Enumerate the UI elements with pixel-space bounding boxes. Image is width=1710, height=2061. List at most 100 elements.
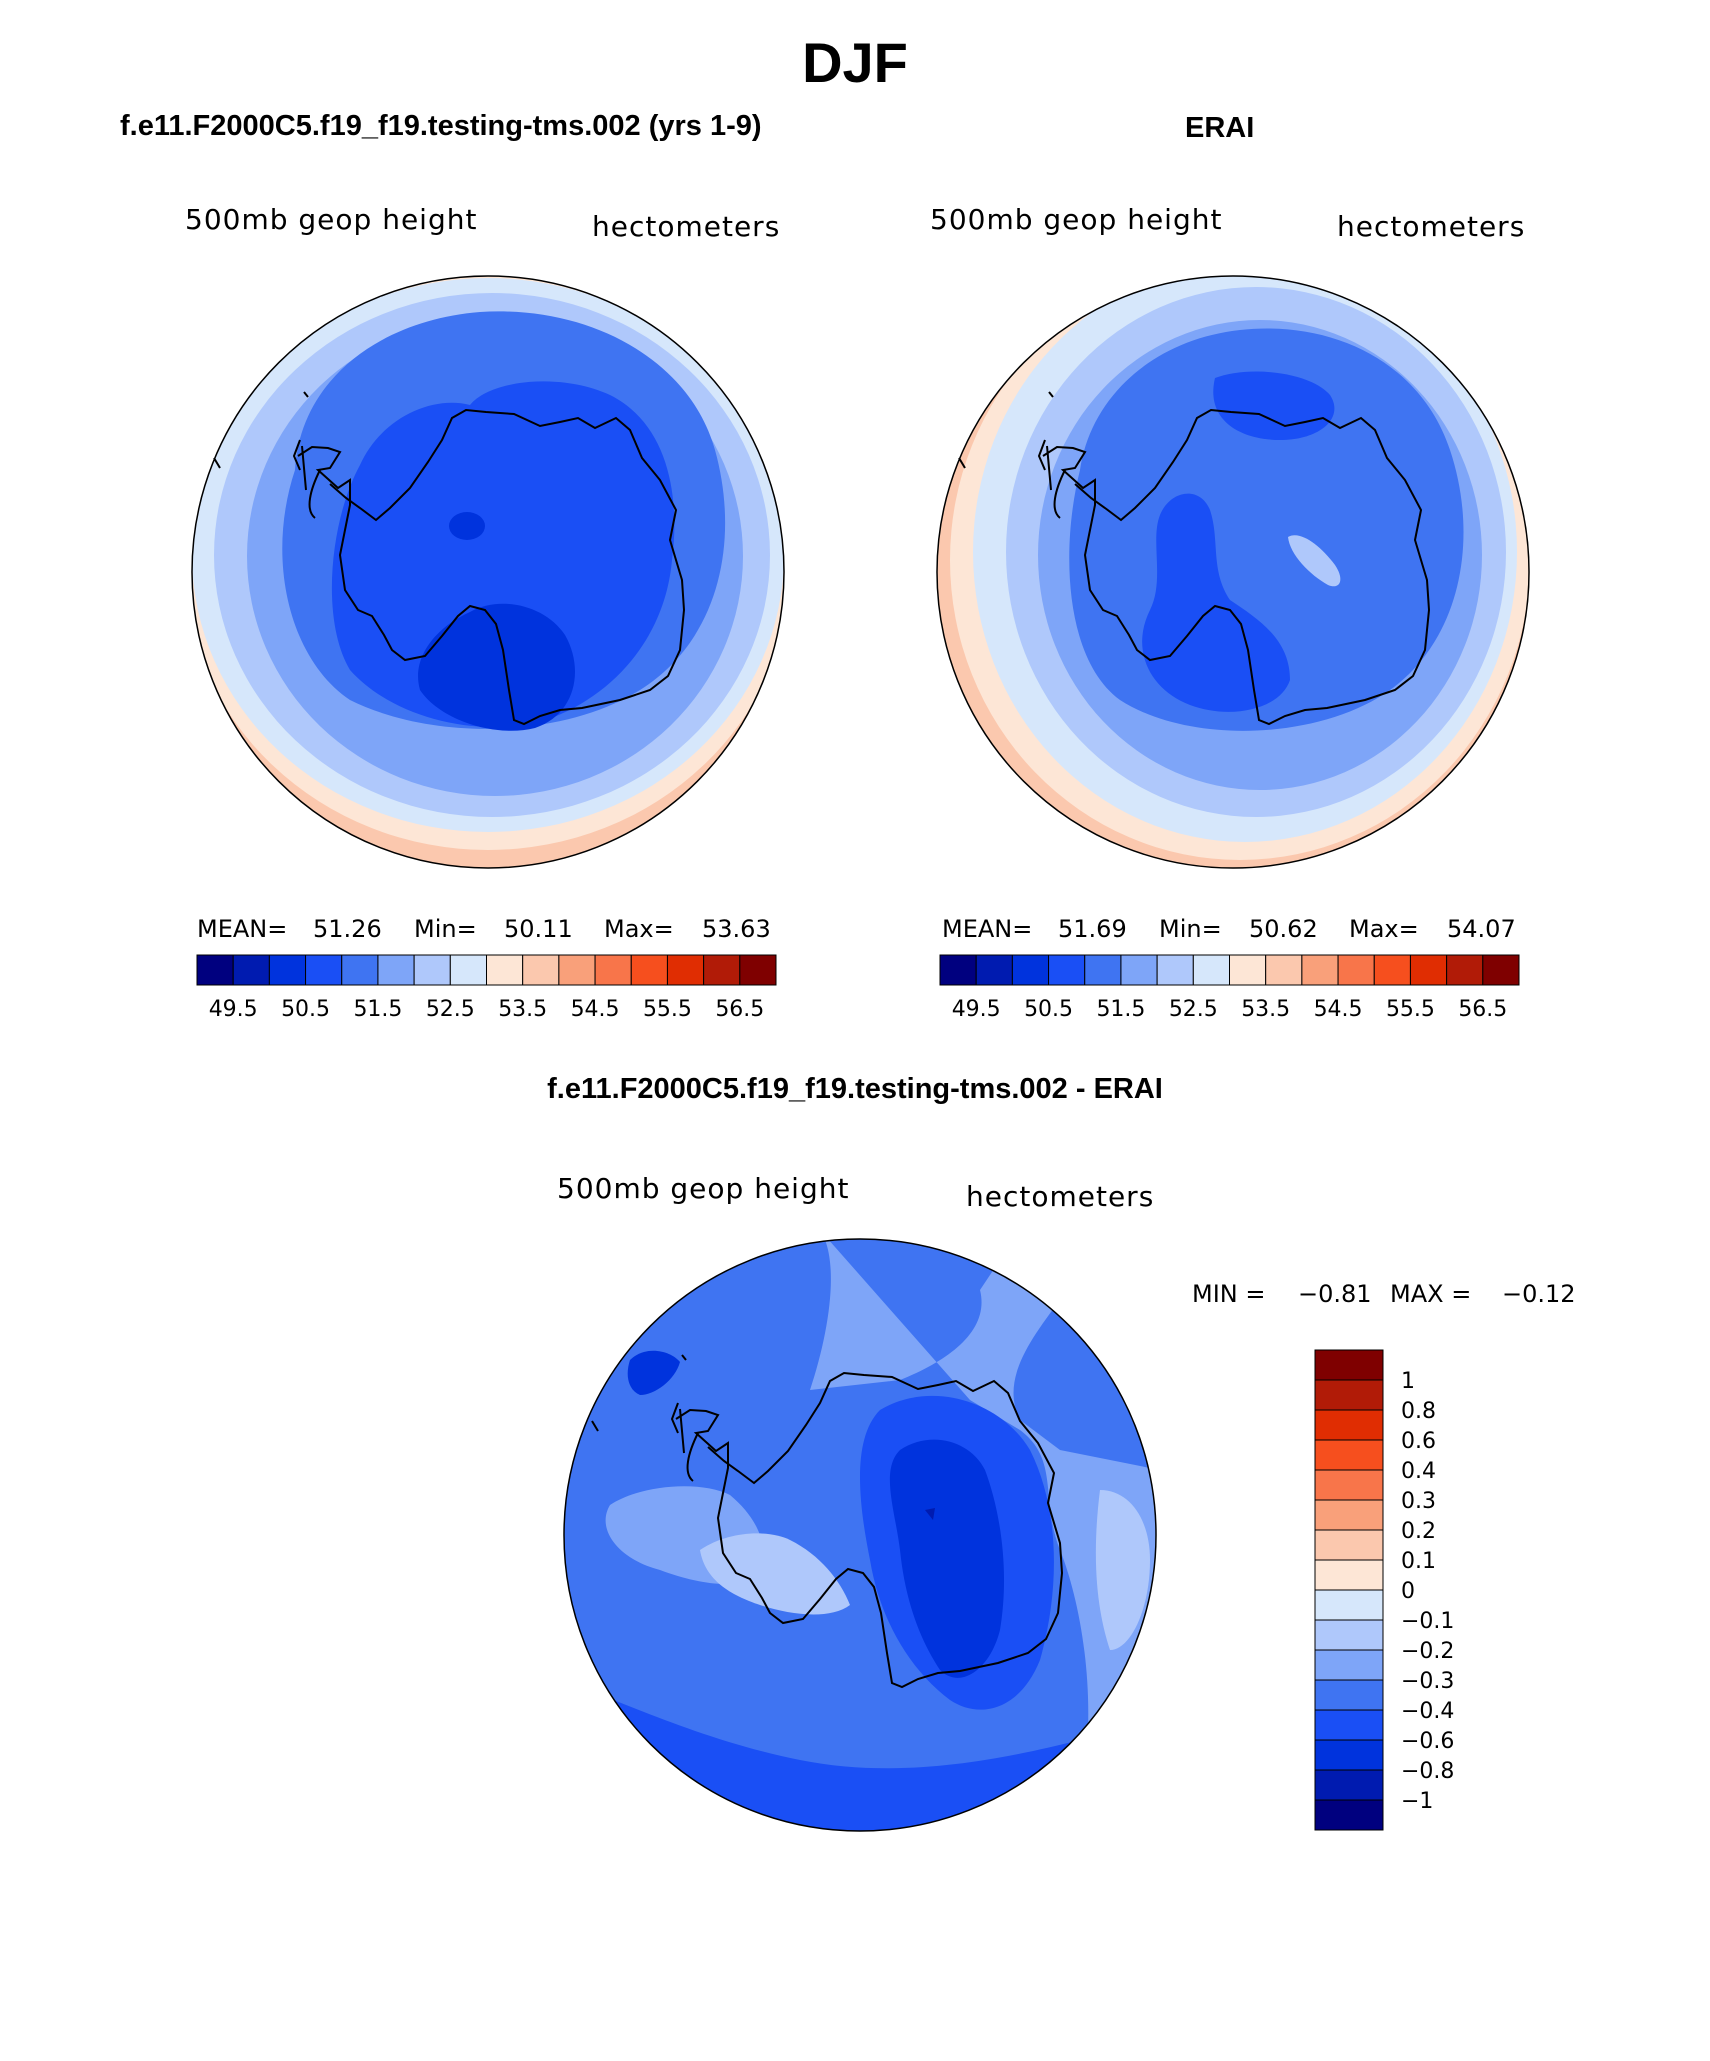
panel2-colorbar-box	[1120, 954, 1158, 986]
panel1-colorbar-tick-label: 49.5	[209, 997, 258, 1022]
difference-colorbar-tick-label: −0.8	[1401, 1759, 1454, 1784]
difference-colorbar-tick-label: 0.4	[1401, 1459, 1436, 1484]
difference-title: f.e11.F2000C5.f19_f19.testing-tms.002 - …	[547, 1073, 1163, 1105]
difference-colorbar-tick-label: 0.1	[1401, 1549, 1436, 1574]
panel2-units-label: hectometers	[1337, 210, 1526, 243]
difference-colorbar-tick-label: −0.3	[1401, 1669, 1454, 1694]
panel2-colorbar-box	[1192, 954, 1230, 986]
difference-colorbar-box	[1314, 1529, 1384, 1561]
difference-max-value: −0.12	[1502, 1280, 1576, 1308]
difference-colorbar-box	[1314, 1799, 1384, 1831]
panel2-max-label: Max=	[1349, 915, 1419, 943]
difference-colorbar-box	[1314, 1499, 1384, 1531]
difference-colorbar-tick-label: −1	[1401, 1789, 1433, 1814]
difference-colorbar-box	[1314, 1409, 1384, 1441]
panel2-colorbar-box	[939, 954, 977, 986]
panel2-colorbar-tick-label: 56.5	[1458, 997, 1507, 1022]
panel2-max-value: 54.07	[1447, 915, 1516, 943]
panel1-units-label: hectometers	[592, 210, 781, 243]
difference-colorbar-tick-label: 0.3	[1401, 1489, 1436, 1514]
difference-min-label: MIN =	[1192, 1280, 1266, 1308]
difference-colorbar-tick-label: 0	[1401, 1579, 1415, 1604]
difference-colorbar-box	[1314, 1469, 1384, 1501]
panel1-colorbar-tick-label: 55.5	[643, 997, 692, 1022]
panel1-colorbar-tick-label: 50.5	[281, 997, 330, 1022]
panel1-colorbar-box	[558, 954, 596, 986]
panel2-min-label: Min=	[1159, 915, 1222, 943]
panel2-colorbar-tick-label: 53.5	[1241, 997, 1290, 1022]
panel2-colorbar-box	[1229, 954, 1267, 986]
panel1-max-value: 53.63	[702, 915, 771, 943]
figure-title: DJF	[802, 31, 908, 94]
panel2-colorbar-tick-label: 55.5	[1386, 997, 1435, 1022]
panel1-colorbar-box	[413, 954, 451, 986]
panel2-min-value: 50.62	[1249, 915, 1318, 943]
panel2-colorbar-box	[1084, 954, 1122, 986]
difference-variable-label: 500mb geop height	[557, 1172, 850, 1205]
panel1-colorbar-box	[377, 954, 415, 986]
panel1-colorbar-box	[196, 954, 234, 986]
panel1-colorbar-box	[739, 954, 777, 986]
panel1-colorbar-box	[486, 954, 524, 986]
panel2-colorbar-tick-label: 51.5	[1096, 997, 1145, 1022]
panel1-colorbar-tick-label: 52.5	[426, 997, 475, 1022]
difference-colorbar-box	[1314, 1439, 1384, 1471]
panel1-mean-label: MEAN=	[197, 915, 288, 943]
panel1-max-label: Max=	[604, 915, 674, 943]
difference-colorbar-box	[1314, 1739, 1384, 1771]
panel1-mean-value: 51.26	[313, 915, 382, 943]
panel1-min-value: 50.11	[504, 915, 573, 943]
difference-colorbar-box	[1314, 1379, 1384, 1411]
panel1-colorbar-box	[232, 954, 270, 986]
panel2-colorbar-tick-label: 50.5	[1024, 997, 1073, 1022]
panel1-min-label: Min=	[414, 915, 477, 943]
difference-map	[563, 1238, 1157, 1832]
panel2-mean-value: 51.69	[1058, 915, 1127, 943]
panel1-colorbar-tick-label: 53.5	[498, 997, 547, 1022]
difference-colorbar-tick-label: −0.6	[1401, 1729, 1454, 1754]
difference-colorbar-box	[1314, 1679, 1384, 1711]
difference-colorbar-box	[1314, 1619, 1384, 1651]
panel1-colorbar-box	[666, 954, 705, 986]
panel2-colorbar-tick-label: 54.5	[1314, 997, 1363, 1022]
difference-colorbar-box	[1314, 1559, 1384, 1591]
panel1-title: f.e11.F2000C5.f19_f19.testing-tms.002 (y…	[120, 110, 762, 142]
panel2-colorbar-box	[1048, 954, 1086, 986]
panel1-colorbar-box	[305, 954, 343, 986]
panel2-colorbar-box	[1373, 954, 1411, 986]
difference-colorbar-box	[1314, 1709, 1384, 1741]
panel1-map	[191, 275, 785, 869]
panel2-title: ERAI	[1185, 112, 1255, 144]
panel1-colorbar-box	[449, 954, 487, 986]
panel2-colorbar-tick-label: 52.5	[1169, 997, 1218, 1022]
difference-units-label: hectometers	[966, 1180, 1155, 1213]
panel2-colorbar-box	[1156, 954, 1194, 986]
difference-colorbar: 1 0.8 0.6 0.4 0.3 0.2 0.1 0 −0.1 −0.2 −0.3 −0.4 −0.6…	[1314, 1349, 1454, 1831]
panel2-mean-label: MEAN=	[942, 915, 1033, 943]
panel1-colorbar-tick-label: 51.5	[353, 997, 402, 1022]
panel1-colorbar-box	[341, 954, 379, 986]
panel1-colorbar-tick-label: 54.5	[571, 997, 620, 1022]
difference-colorbar-box	[1314, 1589, 1384, 1621]
difference-colorbar-tick-label: −0.1	[1401, 1609, 1454, 1634]
panel1-colorbar-box	[594, 954, 632, 986]
panel2-colorbar-tick-label: 49.5	[952, 997, 1001, 1022]
difference-colorbar-tick-label: −0.2	[1401, 1639, 1454, 1664]
panel2-colorbar-box	[1011, 954, 1050, 986]
panel2-colorbar-box	[1265, 954, 1303, 986]
difference-colorbar-box	[1314, 1769, 1384, 1801]
panel1-colorbar-tick-label: 56.5	[715, 997, 764, 1022]
panel2-map	[936, 275, 1530, 869]
panel1-colorbar-box	[522, 954, 560, 986]
panel2-colorbar-box	[1482, 954, 1520, 986]
panel1-colorbar-box	[268, 954, 307, 986]
difference-max-label: MAX =	[1390, 1280, 1472, 1308]
panel2-colorbar-box	[1446, 954, 1484, 986]
panel1-variable-label: 500mb geop height	[185, 203, 478, 236]
panel1-colorbar: 49.5 50.5 51.5 52.5 53.5 54.5 55.5 56.5	[196, 954, 777, 1022]
difference-colorbar-tick-label: 1	[1401, 1369, 1415, 1394]
difference-colorbar-tick-label: 0.8	[1401, 1399, 1436, 1424]
difference-colorbar-tick-label: −0.4	[1401, 1699, 1454, 1724]
panel2-colorbar: 49.5 50.5 51.5 52.5 53.5 54.5 55.5 56.5	[939, 954, 1520, 1022]
